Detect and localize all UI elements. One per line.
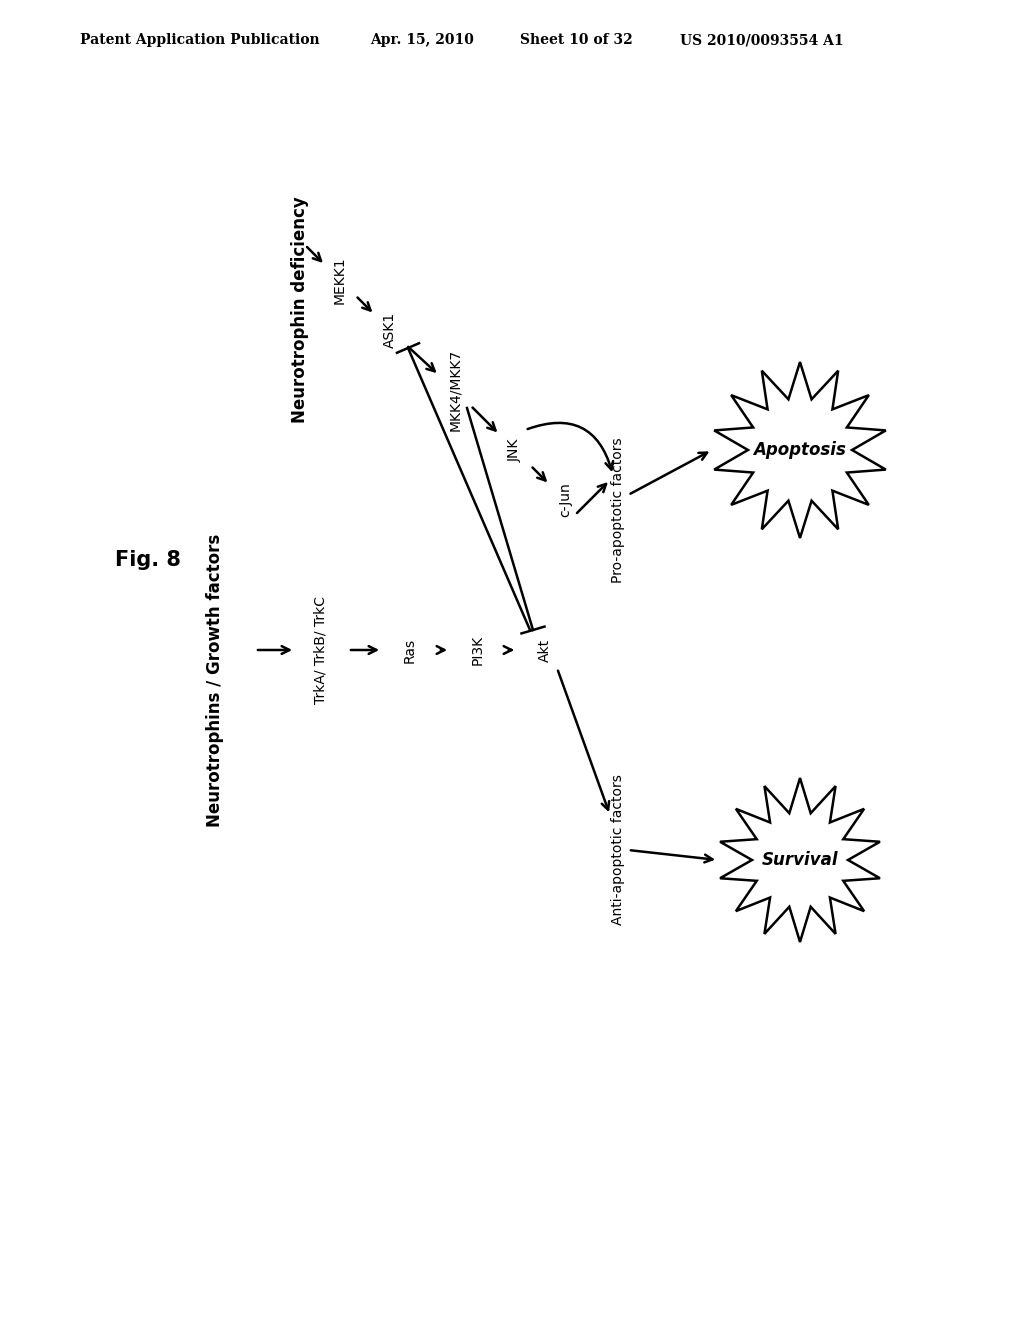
Text: JNK: JNK	[508, 438, 522, 462]
Text: ASK1: ASK1	[383, 312, 397, 348]
Text: Neurotrophins / Growth factors: Neurotrophins / Growth factors	[206, 533, 224, 826]
Text: MEKK1: MEKK1	[333, 256, 347, 304]
Text: PI3K: PI3K	[471, 635, 485, 665]
Text: TrkA/ TrkB/ TrkC: TrkA/ TrkB/ TrkC	[313, 597, 327, 704]
Text: Apoptosis: Apoptosis	[754, 441, 847, 459]
Text: Ras: Ras	[403, 638, 417, 663]
Text: Akt: Akt	[538, 639, 552, 661]
Polygon shape	[714, 362, 886, 539]
Text: US 2010/0093554 A1: US 2010/0093554 A1	[680, 33, 844, 48]
Text: Neurotrophin deficiency: Neurotrophin deficiency	[291, 197, 309, 424]
Text: Fig. 8: Fig. 8	[115, 550, 181, 570]
Text: c-Jun: c-Jun	[558, 483, 572, 517]
Text: Apr. 15, 2010: Apr. 15, 2010	[370, 33, 474, 48]
Text: Survival: Survival	[762, 851, 839, 869]
Text: Patent Application Publication: Patent Application Publication	[80, 33, 319, 48]
Text: Sheet 10 of 32: Sheet 10 of 32	[520, 33, 633, 48]
Text: Anti-apoptotic factors: Anti-apoptotic factors	[611, 775, 625, 925]
Polygon shape	[720, 777, 880, 942]
Text: MKK4/MKK7: MKK4/MKK7	[449, 348, 462, 432]
Text: Pro-apoptotic factors: Pro-apoptotic factors	[611, 437, 625, 583]
